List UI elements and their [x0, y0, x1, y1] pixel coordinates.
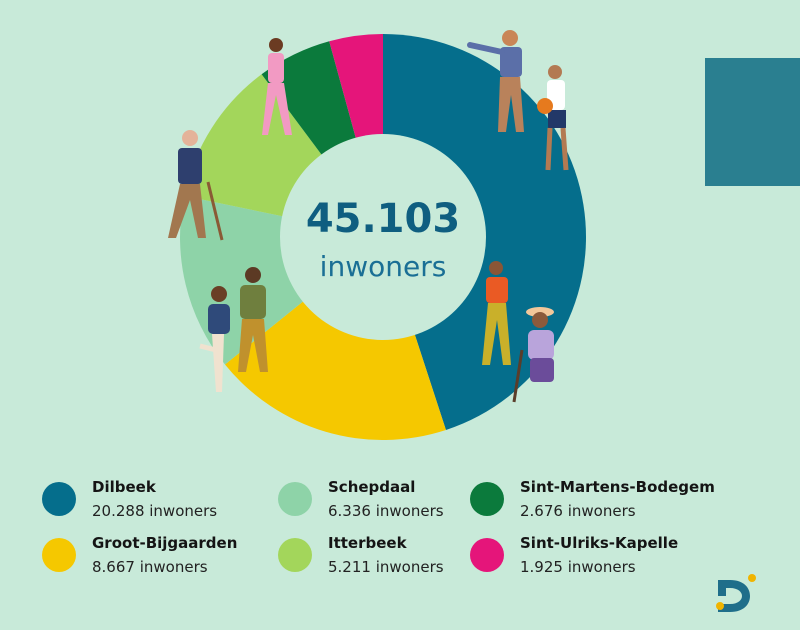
- legend-name: Sint-Martens-Bodegem: [520, 478, 715, 496]
- legend-swatch: [42, 538, 76, 572]
- legend-swatch: [278, 482, 312, 516]
- legend-value: 1.925 inwoners: [520, 558, 636, 576]
- person-pink-suit-icon: [262, 38, 292, 135]
- legend: Dilbeek 20.288 inwoners Schepdaal 6.336 …: [42, 478, 762, 588]
- legend-name: Sint-Ulriks-Kapelle: [520, 534, 679, 552]
- legend-item-sint-martens-bodegem: Sint-Martens-Bodegem 2.676 inwoners: [470, 478, 715, 528]
- legend-item-dilbeek: Dilbeek 20.288 inwoners: [42, 478, 282, 528]
- center-total-unit: inwoners: [319, 250, 447, 283]
- person-standing-woman-icon: [199, 286, 230, 392]
- legend-item-itterbeek: Itterbeek 5.211 inwoners: [278, 534, 518, 584]
- legend-item-groot-bijgaarden: Groot-Bijgaarden 8.667 inwoners: [42, 534, 282, 584]
- brand-logo-icon: [716, 574, 756, 612]
- person-elderly-woman-icon: [512, 307, 554, 403]
- legend-item-sint-ulriks-kapelle: Sint-Ulriks-Kapelle 1.925 inwoners: [470, 534, 710, 584]
- legend-value: 2.676 inwoners: [520, 502, 636, 520]
- person-green-sweater-man-icon: [238, 267, 268, 372]
- donut-hole: [280, 134, 486, 340]
- legend-value: 6.336 inwoners: [328, 502, 444, 520]
- center-total-value: 45.103: [305, 196, 461, 242]
- legend-swatch: [470, 538, 504, 572]
- person-pointing-man-icon: [467, 30, 524, 132]
- corner-decoration: [705, 58, 800, 186]
- people-illustration: [168, 30, 569, 403]
- legend-swatch: [470, 482, 504, 516]
- person-old-man-cane-icon: [168, 130, 224, 241]
- legend-item-schepdaal: Schepdaal 6.336 inwoners: [278, 478, 518, 528]
- legend-name: Dilbeek: [92, 478, 156, 496]
- legend-name: Groot-Bijgaarden: [92, 534, 238, 552]
- person-orange-blouse-icon: [482, 261, 511, 365]
- legend-value: 20.288 inwoners: [92, 502, 218, 520]
- legend-swatch: [278, 538, 312, 572]
- legend-value: 5.211 inwoners: [328, 558, 444, 576]
- legend-name: Schepdaal: [328, 478, 416, 496]
- person-basketball-boy-icon: [537, 65, 569, 171]
- donut-chart: [179, 34, 587, 440]
- legend-value: 8.667 inwoners: [92, 558, 208, 576]
- legend-swatch: [42, 482, 76, 516]
- legend-name: Itterbeek: [328, 534, 407, 552]
